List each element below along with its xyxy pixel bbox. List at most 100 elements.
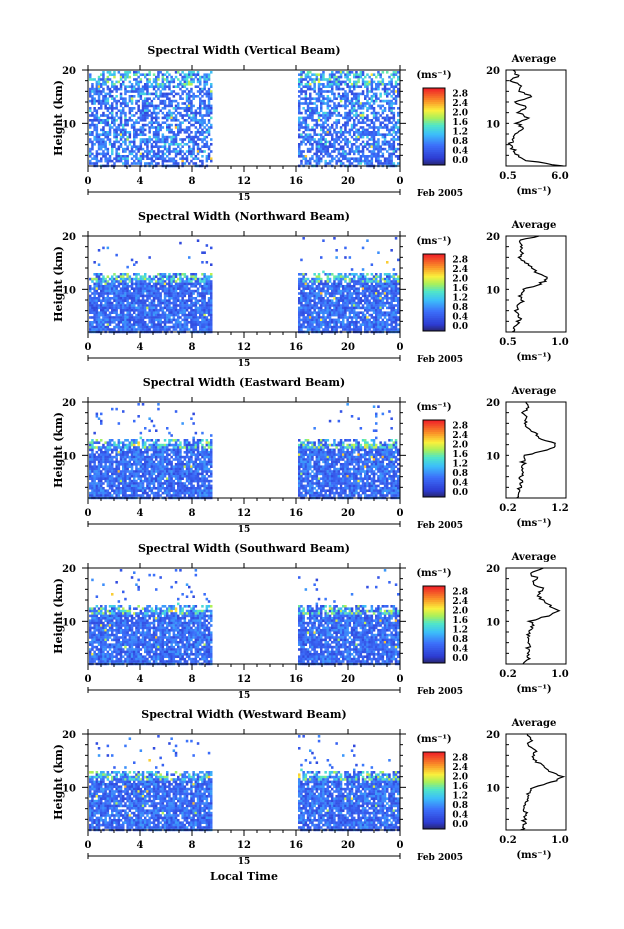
heatmap-cell (170, 289, 173, 293)
heatmap-cell (322, 75, 325, 79)
colorbar-cell (423, 159, 445, 162)
heatmap-cell (304, 277, 308, 281)
heatmap-cell (328, 294, 332, 298)
heatmap-cell (130, 325, 134, 329)
heatmap-cell (135, 102, 138, 105)
heatmap-cell (141, 147, 145, 151)
heatmap-cell (100, 285, 103, 288)
heatmap-cell (93, 306, 96, 310)
heatmap-cell (133, 328, 136, 331)
heatmap-cell (139, 73, 143, 76)
heatmap-cell (108, 287, 112, 290)
heatmap-cell (93, 455, 96, 459)
heatmap-cell (174, 287, 178, 290)
heatmap-cell (364, 159, 367, 163)
heatmap-cell (335, 71, 338, 74)
heatmap-cell (309, 325, 312, 329)
heatmap-cell (139, 294, 143, 298)
heatmap-cell (190, 159, 193, 163)
heatmap-cell (326, 147, 330, 151)
heatmap-cell (155, 152, 158, 156)
heatmap-cell (137, 133, 140, 136)
heatmap-cell (102, 292, 105, 295)
heatmap-cell (386, 273, 389, 276)
heatmap-cell (344, 75, 347, 79)
heatmap-cell (397, 147, 400, 151)
heatmap-cell (388, 140, 391, 144)
heatmap-cell (203, 83, 206, 86)
heatmap-cell (388, 292, 391, 295)
heatmap-cell (386, 318, 389, 322)
heatmap-cell (161, 73, 165, 76)
heatmap-cell (390, 306, 393, 310)
heatmap-cell (181, 323, 184, 326)
heatmap-cell (320, 133, 323, 136)
heatmap-cell (366, 95, 369, 98)
heatmap-cell (185, 159, 189, 163)
heatmap-cell (130, 294, 134, 298)
heatmap-cell (133, 292, 136, 295)
heatmap-cell (302, 273, 305, 276)
heatmap-cell (111, 306, 114, 310)
heatmap-cell (95, 116, 99, 120)
heatmap-cell (353, 97, 356, 100)
heatmap-cell (394, 289, 398, 293)
heatmap-cell (124, 277, 127, 281)
heatmap-cell (390, 128, 393, 132)
heatmap-cell (337, 273, 341, 276)
heatmap-cell (194, 323, 198, 326)
heatmap-cell (348, 71, 352, 74)
heatmap-cell (177, 123, 180, 127)
heatmap-cell (93, 92, 96, 96)
heatmap-cell (150, 119, 154, 122)
heatmap-cell (100, 299, 103, 302)
heatmap-cell (148, 316, 151, 319)
heatmap-cell (133, 311, 136, 314)
heatmap-cell (133, 138, 136, 141)
heatmap-cell (328, 159, 332, 163)
heatmap-cell (192, 328, 195, 331)
heatmap-cell (317, 92, 321, 96)
heatmap-cell (298, 121, 301, 124)
heatmap-cell (298, 280, 301, 283)
heatmap-cell (366, 128, 369, 132)
heatmap-cell (298, 78, 301, 81)
heatmap-cell (137, 299, 140, 302)
heatmap-cell (115, 119, 118, 122)
heatmap-cell (344, 155, 347, 158)
heatmap-cell (320, 87, 323, 91)
heatmap-cell (122, 306, 125, 310)
heatmap-cell (328, 109, 332, 112)
heatmap-cell (300, 299, 303, 302)
heatmap-cell (141, 128, 145, 132)
heatmap-cell (111, 159, 114, 163)
heatmap-cell (102, 126, 105, 129)
colorbar-cell (423, 304, 445, 307)
heatmap-cell (137, 328, 140, 331)
heatmap-cell (152, 135, 156, 139)
heatmap-cell (379, 99, 382, 103)
heatmap-cell (152, 145, 156, 148)
heatmap-cell (190, 119, 193, 122)
heatmap-cell (137, 83, 140, 86)
heatmap-cell (93, 292, 96, 295)
heatmap-cell (306, 313, 310, 317)
heatmap-cell (174, 328, 178, 331)
heatmap-cell (144, 285, 147, 288)
heatmap-cell (366, 306, 369, 310)
heatmap-cell (210, 95, 213, 98)
heatmap-cell (355, 116, 358, 120)
heatmap-cell (210, 85, 213, 88)
heatmap-cell (89, 159, 92, 163)
heatmap-cell (177, 107, 180, 110)
heatmap-cell (394, 321, 398, 324)
heatmap-cell (346, 78, 349, 81)
heatmap-cell (366, 318, 369, 322)
heatmap-cell (309, 309, 312, 312)
heatmap-cell (309, 159, 312, 163)
heatmap-cell (337, 121, 341, 124)
heatmap-cell (190, 301, 193, 305)
average-unit: (ms⁻¹) (516, 186, 551, 197)
heatmap-cell (89, 306, 92, 310)
heatmap-cell (315, 297, 319, 300)
